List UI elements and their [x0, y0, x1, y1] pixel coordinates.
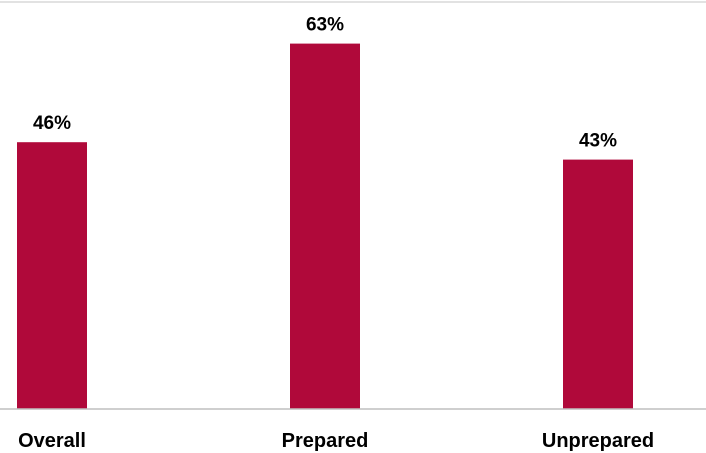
bar-prepared — [290, 43, 360, 409]
bar-unprepared — [563, 159, 633, 409]
category-label-prepared: Prepared — [282, 430, 369, 452]
bars-group — [17, 43, 633, 409]
category-label-overall: Overall — [18, 430, 86, 452]
value-label-prepared: 63% — [306, 15, 344, 36]
category-label-unprepared: Unprepared — [542, 430, 654, 452]
value-labels-group: 46% 63% 43% — [33, 15, 617, 152]
bar-overall — [17, 142, 87, 409]
category-labels-group: Overall Prepared Unprepared — [18, 430, 654, 452]
value-label-overall: 46% — [33, 113, 71, 134]
value-label-unprepared: 43% — [579, 131, 617, 152]
